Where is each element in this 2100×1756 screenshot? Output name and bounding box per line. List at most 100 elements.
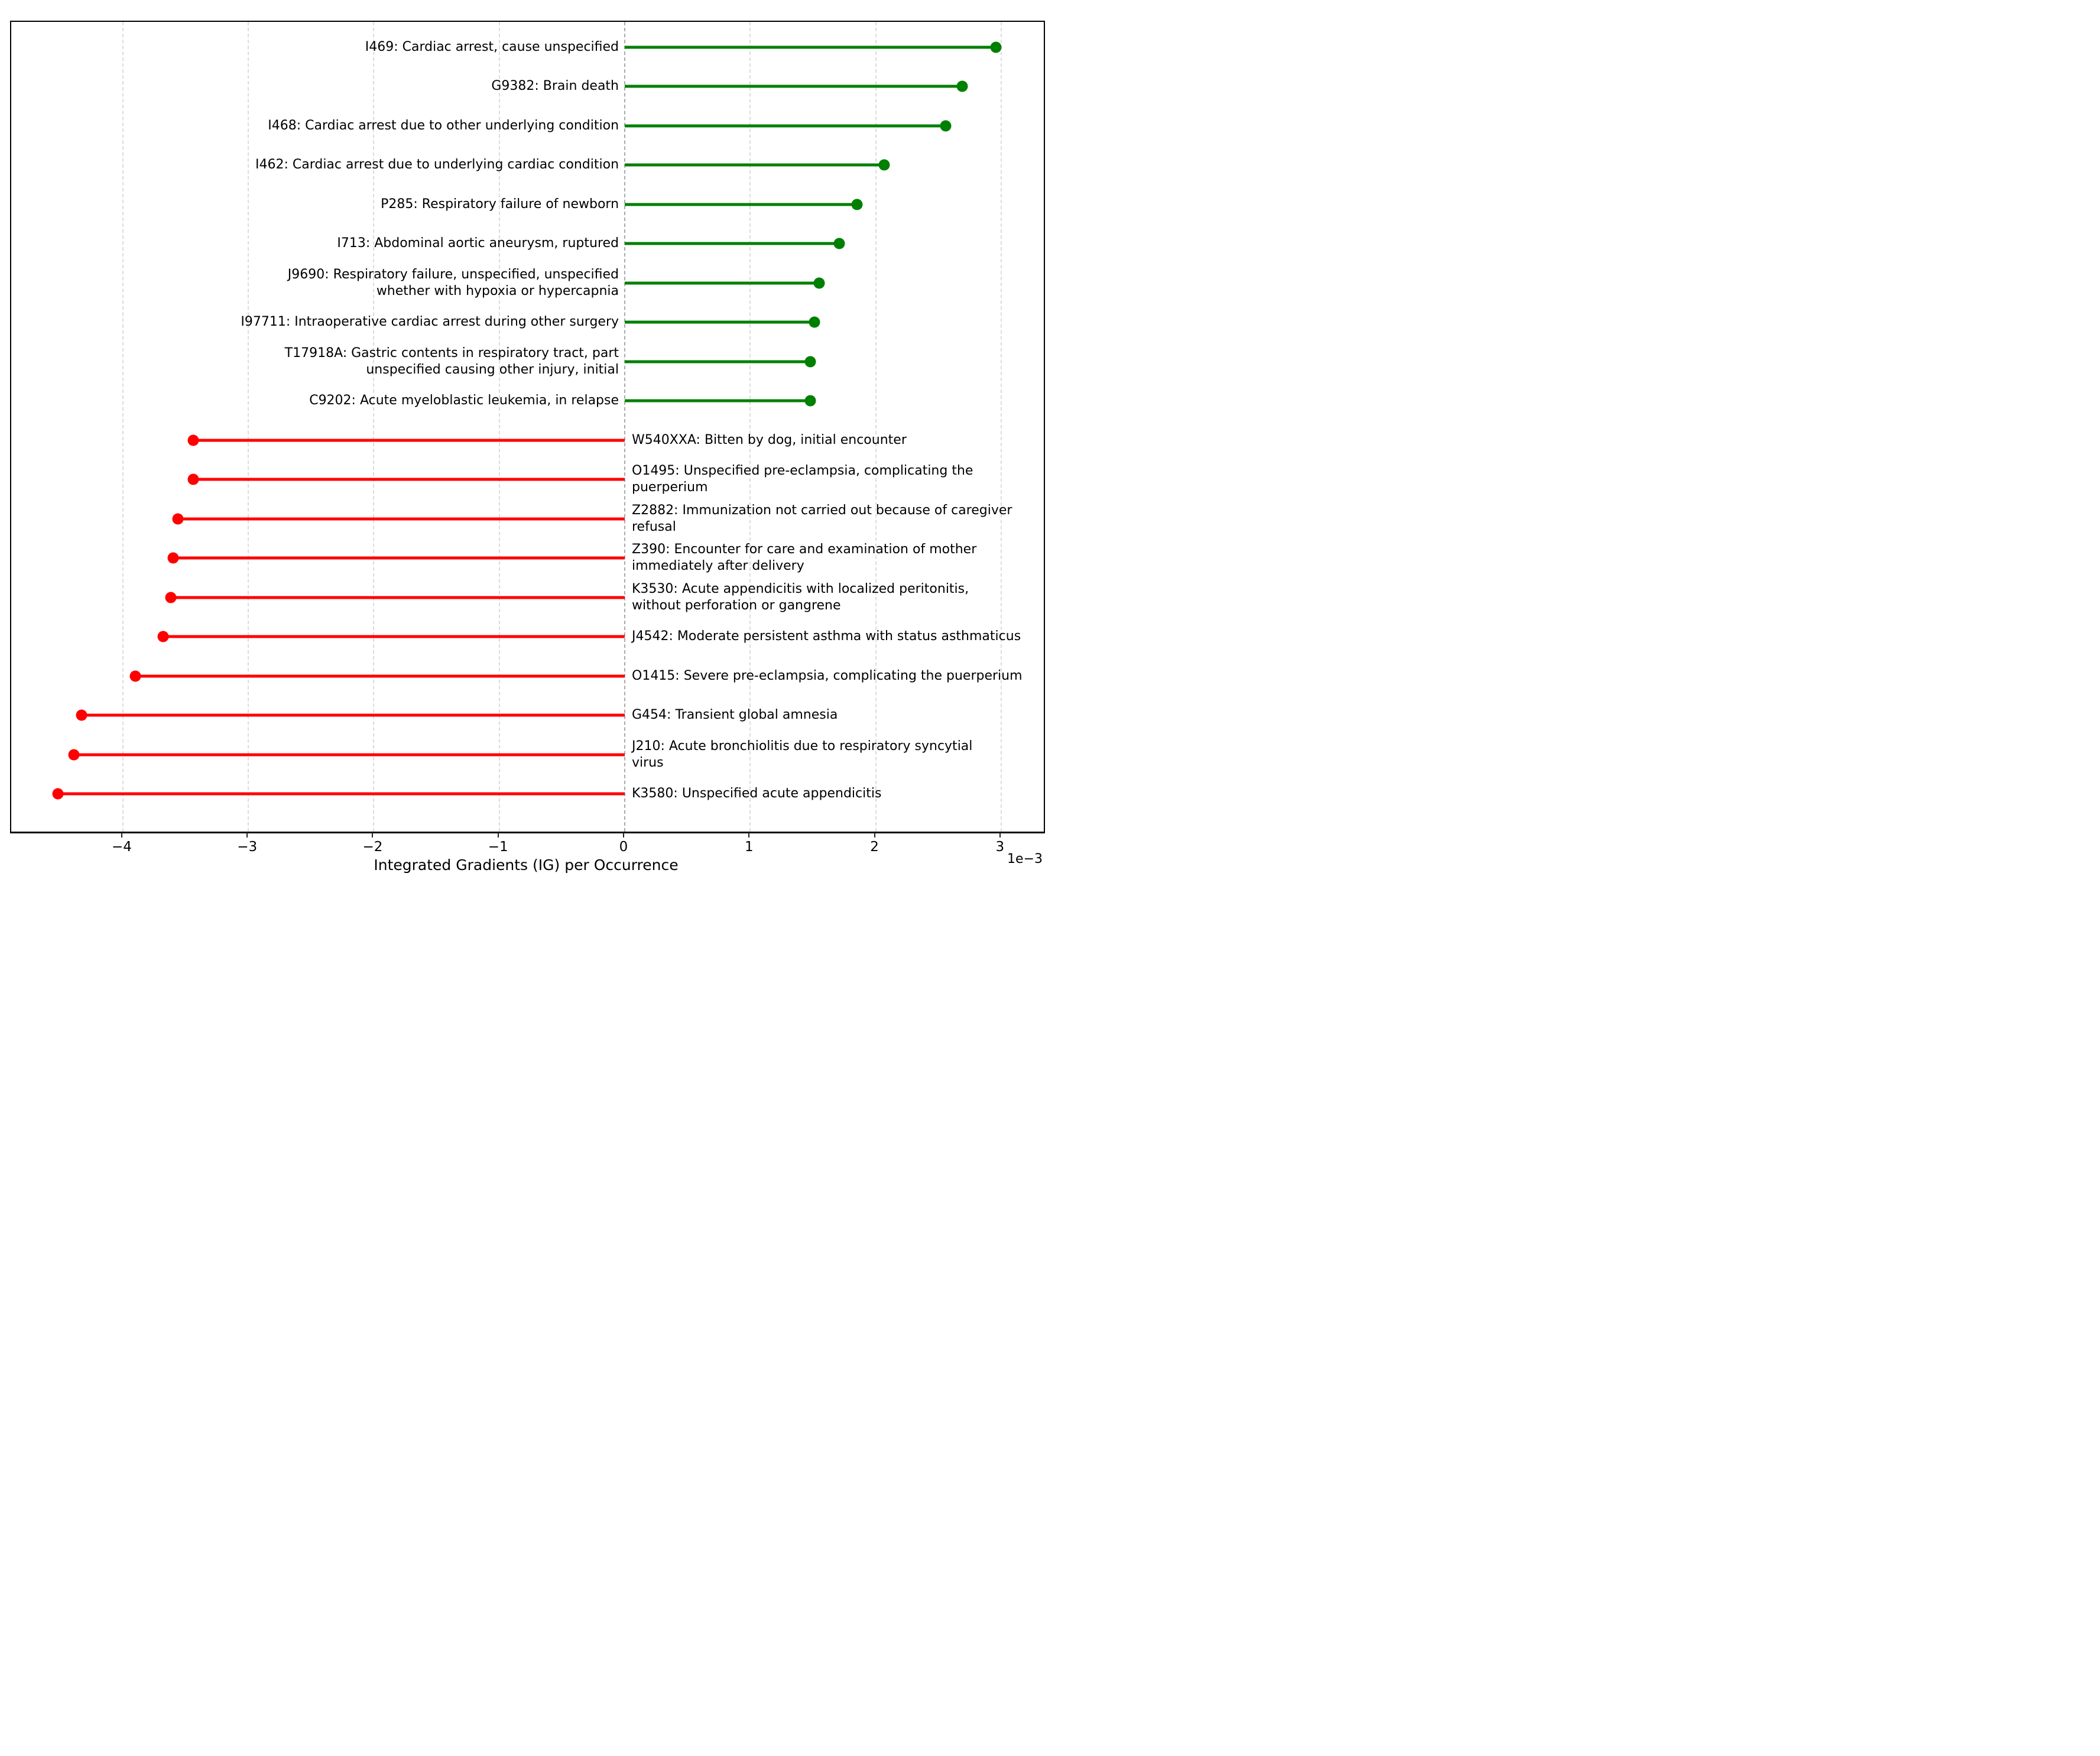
- category-label: Z390: Encounter for care and examination…: [632, 541, 976, 574]
- category-label-line: T17918A: Gastric contents in respiratory…: [284, 345, 619, 361]
- stem-bar: [625, 242, 839, 245]
- category-label: J210: Acute bronchiolitis due to respira…: [632, 738, 972, 771]
- category-label: K3580: Unspecified acute appendicitis: [632, 786, 881, 802]
- data-point-dot: [956, 80, 968, 92]
- category-label-line: without perforation or gangrene: [632, 598, 841, 613]
- category-label-line: I713: Abdominal aortic aneurysm, rupture…: [337, 236, 619, 251]
- data-point-dot: [187, 473, 199, 485]
- category-label-line: Z2882: Immunization not carried out beca…: [632, 502, 1012, 518]
- stem-bar: [625, 320, 814, 324]
- data-point-dot: [878, 159, 890, 171]
- stem-bar: [170, 596, 625, 599]
- data-point-dot: [833, 238, 845, 249]
- x-axis-label: Integrated Gradients (IG) per Occurrence: [374, 856, 679, 874]
- category-label-line: whether with hypoxia or hypercapnia: [376, 283, 619, 298]
- category-label-line: refusal: [632, 519, 676, 534]
- stem-bar: [193, 439, 625, 442]
- category-label-line: W540XXA: Bitten by dog, initial encounte…: [632, 432, 907, 447]
- x-tick-mark: [748, 832, 750, 838]
- data-point-dot: [52, 788, 64, 800]
- data-point-dot: [804, 395, 816, 407]
- category-label: K3530: Acute appendicitis with localized…: [632, 581, 969, 614]
- stem-bar: [178, 517, 625, 520]
- zero-reference-line: [624, 22, 625, 832]
- stem-bar: [625, 124, 946, 127]
- x-tick-label: −1: [488, 839, 508, 855]
- x-tick-label: 2: [870, 839, 879, 855]
- stem-bar: [135, 674, 625, 677]
- category-label: I97711: Intraoperative cardiac arrest du…: [241, 314, 619, 330]
- gridline: [122, 22, 124, 832]
- stem-bar: [193, 478, 625, 481]
- data-point-dot: [76, 709, 87, 721]
- data-point-dot: [187, 434, 199, 446]
- stem-bar: [173, 556, 625, 560]
- category-label-line: I469: Cardiac arrest, cause unspecified: [365, 39, 619, 54]
- category-label: G9382: Brain death: [491, 78, 619, 95]
- data-point-dot: [804, 356, 816, 367]
- category-label-line: O1415: Severe pre-eclampsia, complicatin…: [632, 668, 1023, 683]
- category-label-line: G9382: Brain death: [491, 79, 619, 93]
- category-label-line: immediately after delivery: [632, 559, 804, 573]
- x-tick-label: 0: [619, 839, 628, 855]
- category-label: I469: Cardiac arrest, cause unspecified: [365, 39, 619, 56]
- stem-bar: [163, 635, 625, 638]
- stem-bar: [625, 203, 857, 206]
- category-label-line: G454: Transient global amnesia: [632, 707, 838, 722]
- category-label-line: unspecified causing other injury, initia…: [366, 362, 619, 377]
- x-tick-mark: [623, 832, 624, 838]
- gridline: [749, 22, 751, 832]
- category-label: J9690: Respiratory failure, unspecified,…: [288, 267, 619, 300]
- gridline: [373, 22, 375, 832]
- x-tick-label: −2: [362, 839, 383, 855]
- category-label: I713: Abdominal aortic aneurysm, rupture…: [337, 235, 619, 252]
- x-tick-mark: [246, 832, 248, 838]
- plot-area: I469: Cardiac arrest, cause unspecified G…: [10, 21, 1045, 833]
- data-point-dot: [809, 316, 820, 328]
- data-point-dot: [990, 41, 1002, 53]
- data-point-dot: [940, 120, 952, 131]
- category-label-line: O1495: Unspecified pre-eclampsia, compli…: [632, 463, 973, 478]
- category-label-line: P285: Respiratory failure of newborn: [381, 196, 619, 212]
- x-tick-mark: [999, 832, 1001, 838]
- x-tick-mark: [372, 832, 374, 838]
- gridline: [875, 22, 877, 832]
- category-label: Z2882: Immunization not carried out beca…: [632, 502, 1012, 535]
- category-label: O1495: Unspecified pre-eclampsia, compli…: [632, 463, 973, 496]
- x-tick-mark: [497, 832, 499, 838]
- data-point-dot: [172, 513, 184, 524]
- category-label-line: puerperium: [632, 480, 708, 495]
- category-label: P285: Respiratory failure of newborn: [381, 196, 619, 213]
- stem-bar: [57, 792, 625, 796]
- category-label-line: virus: [632, 755, 664, 770]
- category-label: I468: Cardiac arrest due to other underl…: [268, 118, 619, 134]
- category-label-line: C9202: Acute myeloblastic leukemia, in r…: [309, 393, 619, 408]
- x-tick-mark: [121, 832, 122, 838]
- data-point-dot: [813, 277, 825, 288]
- category-label: C9202: Acute myeloblastic leukemia, in r…: [309, 392, 619, 409]
- lollipop-chart-figure: I469: Cardiac arrest, cause unspecified G…: [0, 0, 1050, 878]
- x-tick-label: −3: [237, 839, 258, 855]
- category-label-line: I468: Cardiac arrest due to other underl…: [268, 118, 619, 133]
- category-label: J4542: Moderate persistent asthma with s…: [632, 628, 1021, 645]
- stem-bar: [625, 85, 962, 88]
- data-point-dot: [129, 670, 141, 681]
- category-label: G454: Transient global amnesia: [632, 707, 838, 723]
- data-point-dot: [157, 631, 169, 642]
- stem-bar: [625, 163, 885, 167]
- category-label: W540XXA: Bitten by dog, initial encounte…: [632, 432, 907, 449]
- category-label-line: Z390: Encounter for care and examination…: [632, 542, 977, 557]
- stem-bar: [625, 281, 820, 284]
- stem-bar: [81, 713, 625, 717]
- x-tick-label: 1: [744, 839, 754, 855]
- category-label-line: J210: Acute bronchiolitis due to respira…: [632, 738, 973, 754]
- gridline: [1000, 22, 1002, 832]
- category-label: T17918A: Gastric contents in respiratory…: [285, 345, 619, 378]
- stem-bar: [74, 753, 625, 756]
- data-point-dot: [851, 199, 863, 210]
- axis-scale-multiplier: 1e−3: [1007, 852, 1043, 866]
- data-point-dot: [165, 592, 177, 603]
- stem-bar: [625, 360, 811, 363]
- data-point-dot: [68, 749, 80, 760]
- stem-bar: [625, 399, 811, 403]
